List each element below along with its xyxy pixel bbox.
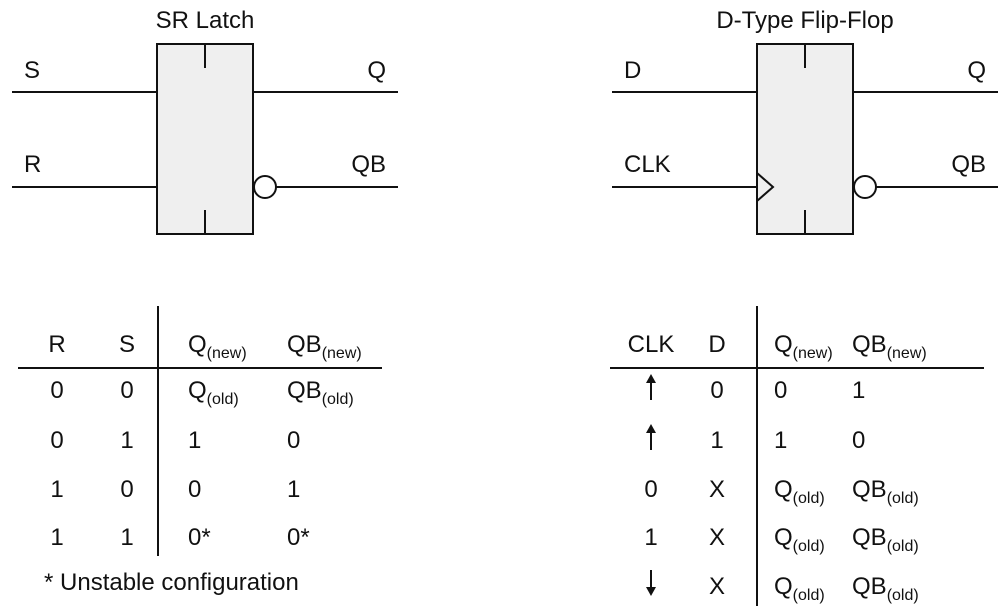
- table-cell: 0: [120, 377, 133, 404]
- table-row: 0 X Q(old) QB(old): [644, 476, 918, 507]
- table-cell: QB(old): [287, 377, 354, 408]
- sr-truth-table-rules: [18, 306, 382, 556]
- table-row: 1 1 0: [646, 424, 865, 454]
- table-cell: 0: [287, 427, 300, 454]
- column-header: R: [48, 331, 65, 358]
- d-truth-table: CLK D Q(new) QB(new) 0 0 1 1 1 0 0 X Q(old) QB(old) 1 X…: [628, 331, 927, 604]
- arrow-up-icon: [646, 374, 656, 400]
- table-cell: 1: [50, 524, 63, 551]
- table-cell: 1: [774, 427, 787, 454]
- d-flip-flop-block: [756, 43, 854, 235]
- column-header: S: [119, 331, 135, 358]
- table-row: 1 1 0* 0*: [50, 524, 309, 551]
- table-cell: Q(old): [188, 377, 239, 408]
- d-flip-flop-diagram: D-Type Flip-Flop D CLK Q QB: [612, 7, 998, 235]
- table-cell: 1: [710, 427, 723, 454]
- table-cell: 0: [852, 427, 865, 454]
- d-ff-q-pin-label: Q: [967, 57, 986, 84]
- table-row: X Q(old) QB(old): [646, 570, 919, 604]
- table-cell: 1: [188, 427, 201, 454]
- sr-footnote: * Unstable configuration: [44, 569, 299, 596]
- arrow-up-icon: [646, 424, 656, 450]
- arrow-down-icon: [646, 570, 656, 596]
- d-truth-table-rules: [610, 306, 984, 606]
- table-row: 1 X Q(old) QB(old): [644, 524, 918, 555]
- sr-latch-title: SR Latch: [156, 7, 255, 34]
- table-cell: 0: [120, 476, 133, 503]
- table-cell: 1: [287, 476, 300, 503]
- table-cell: QB(old): [852, 524, 919, 555]
- clock-edge-indicator: [756, 172, 775, 202]
- qb-inversion-bubble: [253, 175, 277, 199]
- column-header: Q(new): [188, 331, 247, 362]
- table-row: 0 0 Q(old) QB(old): [50, 377, 353, 408]
- column-header: CLK: [628, 331, 675, 358]
- table-cell: 1: [120, 524, 133, 551]
- sr-latch-block: [156, 43, 254, 235]
- table-cell: 0: [50, 377, 63, 404]
- table-cell: Q(old): [774, 573, 825, 604]
- column-header: QB(new): [852, 331, 927, 362]
- table-cell: X: [709, 476, 725, 503]
- table-cell: Q(old): [774, 476, 825, 507]
- q-pin-label: Q: [367, 57, 386, 84]
- table-row: 1 0 0 1: [50, 476, 300, 503]
- table-cell: QB(old): [852, 476, 919, 507]
- d-ff-qb-pin-label: QB: [951, 151, 986, 178]
- table-cell: X: [709, 524, 725, 551]
- table-row: 0 1 1 0: [50, 427, 300, 454]
- column-header: QB(new): [287, 331, 362, 362]
- s-pin-label: S: [24, 57, 40, 84]
- qb-pin-label: QB: [351, 151, 386, 178]
- column-header: Q(new): [774, 331, 833, 362]
- column-header: D: [708, 331, 725, 358]
- table-cell: X: [709, 573, 725, 600]
- sr-truth-table: R S Q(new) QB(new)0 0 Q(old) QB(old)0 1 1 01 0 0 11 1…: [48, 331, 361, 551]
- table-cell: 1: [852, 377, 865, 404]
- table-cell: QB(old): [852, 573, 919, 604]
- d-ff-qb-inversion-bubble: [853, 175, 877, 199]
- table-cell: Q(old): [774, 524, 825, 555]
- clk-pin-label: CLK: [624, 151, 671, 178]
- table-cell: 1: [120, 427, 133, 454]
- table-cell: 0*: [287, 524, 310, 551]
- d-flip-flop-title: D-Type Flip-Flop: [716, 7, 893, 34]
- table-cell: 0: [774, 377, 787, 404]
- table-cell: 1: [50, 476, 63, 503]
- table-cell: 1: [644, 524, 657, 551]
- d-pin-label: D: [624, 57, 641, 84]
- table-row: 0 0 1: [646, 374, 865, 404]
- table-cell: 0: [50, 427, 63, 454]
- table-cell: 0*: [188, 524, 211, 551]
- table-cell: 0: [710, 377, 723, 404]
- sr-latch-diagram: SR Latch S R Q QB: [12, 7, 398, 235]
- r-pin-label: R: [24, 151, 41, 178]
- table-cell: 0: [188, 476, 201, 503]
- table-cell: 0: [644, 476, 657, 503]
